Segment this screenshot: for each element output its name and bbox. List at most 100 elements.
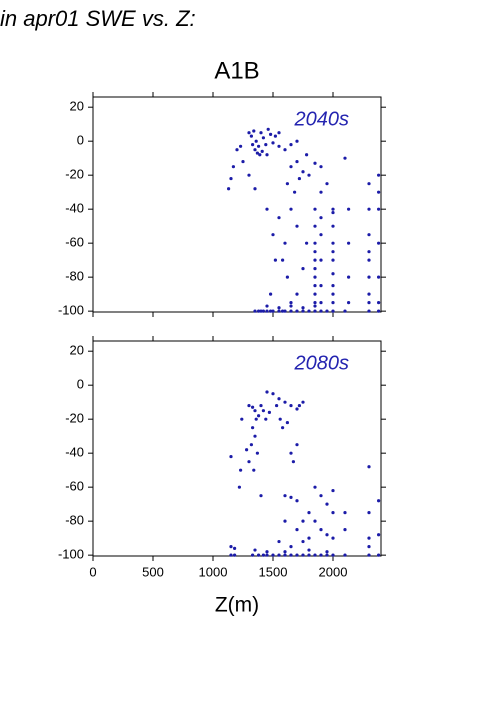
point — [301, 306, 305, 310]
point — [281, 426, 285, 430]
point — [295, 443, 299, 447]
point — [278, 417, 282, 421]
point — [305, 241, 309, 245]
point — [259, 403, 263, 408]
point — [255, 151, 259, 155]
point — [377, 301, 381, 305]
point — [265, 153, 269, 157]
point — [313, 292, 317, 296]
point — [377, 190, 381, 194]
point — [331, 258, 335, 262]
point — [307, 536, 311, 540]
point — [377, 275, 381, 279]
point — [254, 417, 258, 421]
point — [295, 139, 299, 143]
point — [281, 309, 285, 313]
point — [253, 548, 257, 552]
point — [331, 250, 335, 254]
point — [247, 131, 251, 135]
point — [307, 511, 311, 515]
point — [313, 250, 317, 254]
y-tick-label: -100 — [58, 303, 84, 318]
point — [313, 224, 317, 228]
point — [295, 553, 299, 557]
point — [233, 546, 237, 550]
point — [319, 216, 323, 220]
point — [266, 127, 270, 131]
point — [251, 553, 255, 557]
point — [264, 417, 268, 421]
group-title: A1B — [214, 57, 259, 84]
point — [277, 306, 281, 310]
point — [367, 309, 371, 313]
point — [229, 454, 233, 459]
point — [367, 536, 371, 540]
point — [283, 309, 287, 313]
point — [261, 409, 265, 413]
point — [331, 210, 335, 215]
x-tick-label: 2000 — [319, 564, 348, 579]
point — [291, 460, 295, 464]
point — [313, 258, 317, 262]
point — [233, 553, 237, 557]
point — [301, 170, 305, 174]
point — [229, 553, 233, 557]
y-tick-label: 20 — [70, 343, 84, 358]
point — [258, 153, 262, 157]
point — [367, 465, 371, 469]
point — [277, 397, 281, 401]
point — [295, 159, 299, 164]
point — [331, 488, 335, 493]
point — [251, 405, 255, 409]
point — [347, 207, 351, 211]
point — [285, 182, 289, 186]
point — [367, 258, 371, 262]
point — [247, 460, 251, 464]
point — [367, 553, 371, 557]
point — [343, 528, 347, 532]
point — [325, 502, 329, 506]
point — [313, 207, 317, 211]
point — [265, 390, 269, 394]
point — [265, 309, 269, 313]
point — [252, 468, 256, 472]
point — [251, 142, 255, 147]
point — [289, 301, 293, 305]
point — [301, 553, 305, 557]
plot-frame — [92, 96, 382, 313]
point — [331, 553, 335, 557]
point — [319, 190, 323, 194]
point — [331, 511, 335, 515]
point — [367, 511, 371, 515]
point — [331, 284, 335, 288]
point — [313, 301, 317, 305]
point — [264, 142, 268, 147]
x-axis-label: Z(m) — [215, 594, 259, 617]
point — [319, 494, 323, 498]
point — [307, 548, 311, 552]
page-title: in apr01 SWE vs. Z: — [0, 6, 196, 31]
x-tick-label: 1500 — [259, 564, 288, 579]
point — [271, 392, 275, 396]
point — [283, 241, 287, 245]
point — [325, 309, 329, 313]
point — [297, 176, 301, 181]
point — [249, 134, 253, 138]
period-label: 2040s — [294, 108, 350, 130]
point — [295, 528, 299, 532]
point — [377, 499, 381, 503]
point — [313, 309, 317, 313]
point — [325, 550, 329, 554]
point — [319, 309, 323, 313]
point — [307, 553, 311, 557]
point — [289, 142, 293, 147]
point — [289, 309, 293, 313]
point — [347, 275, 351, 279]
point — [343, 156, 347, 160]
point — [313, 304, 317, 308]
point — [367, 250, 371, 254]
point — [301, 519, 305, 523]
point — [377, 207, 381, 211]
point — [267, 410, 271, 414]
